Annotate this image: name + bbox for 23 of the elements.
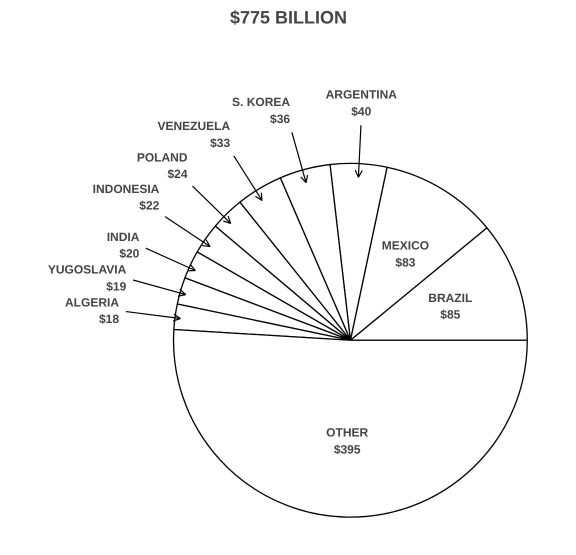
data-label: $40 <box>351 104 372 119</box>
slice-label: S. KOREA <box>232 95 290 110</box>
data-label: $24 <box>167 167 188 182</box>
data-label: $22 <box>139 198 160 213</box>
data-label: $19 <box>106 280 127 294</box>
data-label: $33 <box>210 136 230 150</box>
slice-label: OTHER <box>326 426 369 440</box>
slice-label: MEXICO <box>382 238 430 253</box>
data-label: $36 <box>270 112 290 126</box>
slice-label: ALGERIA <box>65 295 120 310</box>
slice-label: VENEZUELA <box>157 119 230 134</box>
data-label: $85 <box>440 308 461 322</box>
data-label: $20 <box>119 246 140 261</box>
slice-label: YUGOSLAVIA <box>48 262 127 277</box>
data-label: $18 <box>98 312 120 326</box>
chart-title: $775 BILLION <box>230 8 348 28</box>
data-label: $395 <box>334 442 361 457</box>
slice-label: BRAZIL <box>428 290 472 305</box>
slice-label: ARGENTINA <box>326 88 398 102</box>
slice-label: POLAND <box>136 150 188 164</box>
data-label: $83 <box>395 255 416 270</box>
slice-label: INDIA <box>106 230 140 244</box>
slice-label: INDONESIA <box>92 182 160 196</box>
